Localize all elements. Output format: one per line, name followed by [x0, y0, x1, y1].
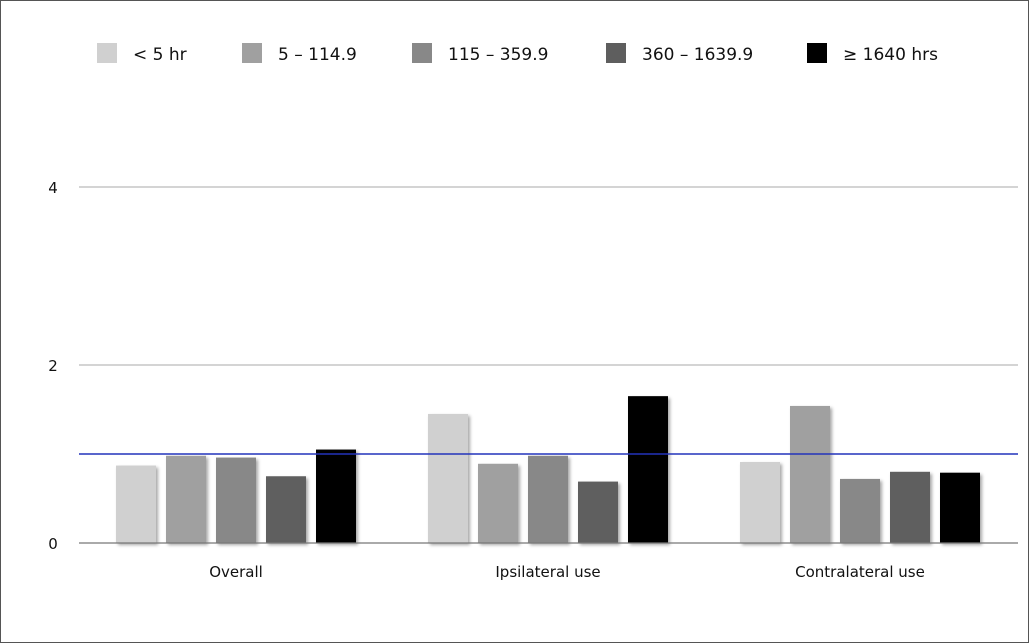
- bar: [216, 457, 256, 543]
- category-label: Contralateral use: [795, 563, 925, 581]
- x-axis: Overall Ipsilateral use Contralateral use: [79, 542, 1018, 581]
- category-label: Ipsilateral use: [495, 563, 600, 581]
- legend-swatch: [97, 43, 117, 63]
- y-tick-label: 4: [48, 179, 58, 197]
- bar: [266, 476, 306, 543]
- legend-swatch: [242, 43, 262, 63]
- bar: [528, 455, 568, 543]
- bar: [116, 465, 156, 543]
- legend-label: 360 – 1639.9: [642, 45, 753, 65]
- bar: [740, 462, 780, 543]
- bar: [428, 413, 468, 543]
- legend-label: < 5 hr: [133, 45, 187, 65]
- bar: [166, 455, 206, 543]
- legend-swatch: [606, 43, 626, 63]
- bar: [790, 405, 830, 543]
- legend-label: ≥ 1640 hrs: [843, 45, 938, 65]
- legend-label: 115 – 359.9: [448, 45, 548, 65]
- bar: [890, 471, 930, 543]
- legend: < 5 hr 5 – 114.9 115 – 359.9 360 – 1639.9 ≥ …: [97, 43, 938, 65]
- y-tick-label: 2: [48, 357, 58, 375]
- legend-swatch: [412, 43, 432, 63]
- bar: [316, 449, 356, 543]
- legend-swatch: [807, 43, 827, 63]
- bar: [840, 478, 880, 543]
- grid-lines: [79, 186, 1018, 366]
- y-axis: 0 2 4: [48, 179, 58, 553]
- legend-label: 5 – 114.9: [278, 45, 357, 65]
- category-label: Overall: [209, 563, 263, 581]
- bar: [478, 463, 518, 543]
- bar: [578, 481, 618, 543]
- y-tick-label: 0: [48, 535, 58, 553]
- bar: [628, 396, 668, 543]
- bars: [116, 396, 980, 543]
- bar: [940, 472, 980, 543]
